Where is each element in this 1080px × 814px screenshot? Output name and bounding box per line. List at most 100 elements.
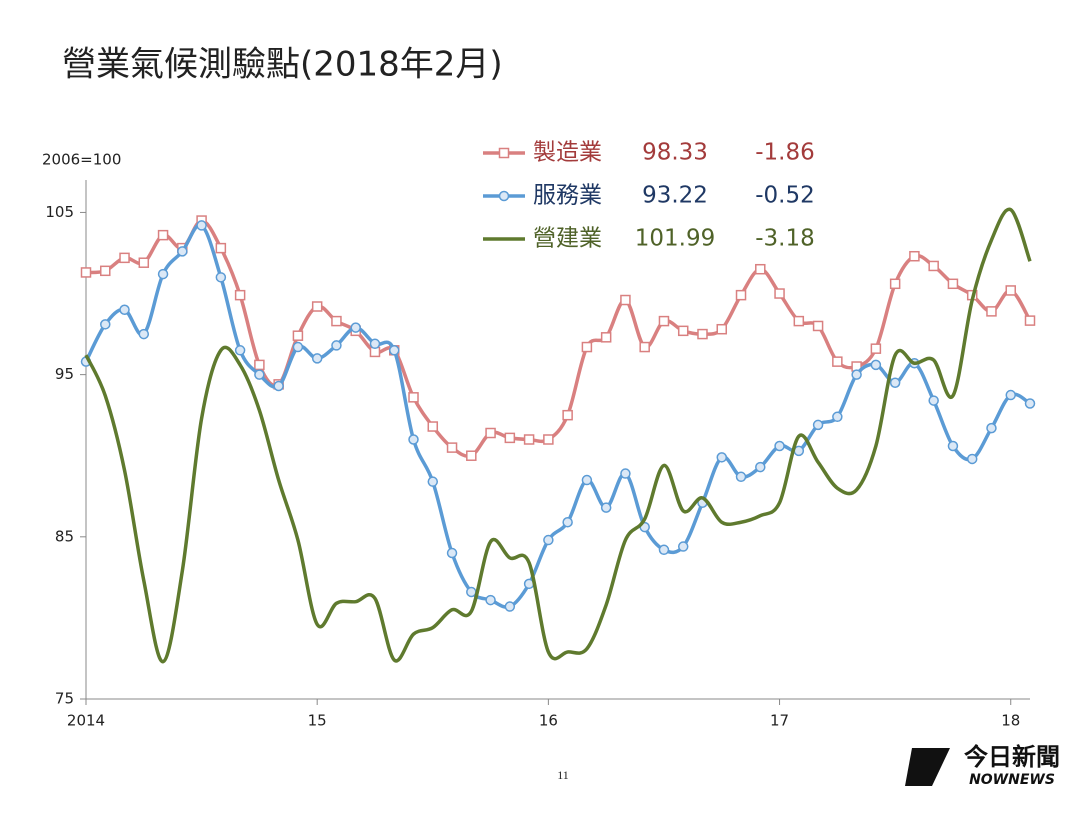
logo-icon xyxy=(905,748,950,786)
point-marker xyxy=(812,320,824,332)
point-marker xyxy=(986,306,997,317)
legend-label: 服務業 xyxy=(533,183,602,209)
series-line xyxy=(84,223,1031,609)
point-marker xyxy=(620,468,631,479)
point-marker xyxy=(581,474,593,486)
point-marker xyxy=(581,341,593,353)
point-marker xyxy=(562,516,573,528)
y-tick-label: 95 xyxy=(55,365,74,383)
series-line xyxy=(85,218,1032,459)
point-marker xyxy=(947,440,959,452)
point-marker xyxy=(658,544,670,556)
point-marker xyxy=(331,340,342,351)
point-marker xyxy=(735,471,747,483)
logo: 今日新聞 NOWNEWS xyxy=(905,743,1060,788)
point-marker xyxy=(369,338,381,350)
point-marker xyxy=(793,315,805,327)
point-marker xyxy=(543,434,554,445)
point-marker xyxy=(562,409,573,421)
point-marker xyxy=(292,341,304,353)
point-marker xyxy=(311,353,323,364)
point-marker xyxy=(774,440,785,452)
point-marker xyxy=(543,534,554,546)
point-marker xyxy=(273,380,284,392)
point-marker xyxy=(215,272,227,283)
x-tick-label: 2014 xyxy=(67,712,105,730)
legend-value: 101.99 xyxy=(635,226,715,252)
point-marker xyxy=(639,341,650,353)
point-marker xyxy=(677,541,689,552)
logo-name: 今日新聞 xyxy=(964,743,1060,771)
point-marker xyxy=(446,547,458,559)
point-marker xyxy=(658,315,670,327)
point-marker xyxy=(157,268,169,280)
point-marker xyxy=(119,252,130,264)
point-marker xyxy=(812,419,824,431)
legend-marker xyxy=(498,147,510,159)
point-marker xyxy=(408,392,419,403)
point-marker xyxy=(600,332,612,343)
point-marker xyxy=(870,359,882,371)
point-marker xyxy=(832,411,843,423)
point-marker xyxy=(755,263,766,275)
point-marker xyxy=(889,278,901,290)
point-marker xyxy=(80,267,92,278)
chart-title: 營業氣候測驗點(2018年2月) xyxy=(62,45,503,85)
point-marker xyxy=(1005,285,1016,296)
point-marker xyxy=(716,323,728,335)
point-marker xyxy=(928,260,939,272)
point-marker xyxy=(138,257,150,268)
point-marker xyxy=(292,330,304,341)
point-marker xyxy=(466,450,477,461)
point-marker xyxy=(466,586,477,598)
page-number: 11 xyxy=(557,768,569,782)
point-marker xyxy=(331,315,342,327)
point-marker xyxy=(697,328,708,340)
point-marker xyxy=(177,246,188,257)
point-marker xyxy=(504,601,516,612)
point-marker xyxy=(100,319,111,330)
legend-label: 製造業 xyxy=(533,140,602,166)
series-line xyxy=(84,207,1032,664)
point-marker xyxy=(485,427,496,439)
point-marker xyxy=(196,220,207,231)
legend-change: -0.52 xyxy=(755,183,815,209)
point-marker xyxy=(254,359,265,371)
x-tick-label: 15 xyxy=(308,712,327,730)
y-tick-label: 85 xyxy=(55,527,74,545)
point-marker xyxy=(1024,398,1036,409)
point-marker xyxy=(311,301,323,312)
legend-change: -3.18 xyxy=(755,226,815,252)
point-marker xyxy=(677,325,689,337)
x-tick-label: 18 xyxy=(1001,712,1020,730)
point-marker xyxy=(620,294,631,306)
y-unit: 2006=100 xyxy=(42,151,121,169)
legend-label: 營建業 xyxy=(533,226,602,252)
y-tick-label: 75 xyxy=(55,690,74,708)
legend-marker xyxy=(498,190,510,202)
legend-change: -1.86 xyxy=(755,140,815,166)
point-marker xyxy=(851,369,862,380)
point-marker xyxy=(234,345,246,356)
point-marker xyxy=(504,432,516,444)
point-marker xyxy=(100,265,111,277)
point-marker xyxy=(427,421,439,432)
legend-value: 98.33 xyxy=(642,140,708,166)
point-marker xyxy=(870,343,882,354)
point-marker xyxy=(119,304,130,315)
point-marker xyxy=(928,395,939,406)
point-marker xyxy=(986,422,997,434)
point-marker xyxy=(446,442,458,453)
point-marker xyxy=(600,502,612,513)
point-marker xyxy=(774,288,785,299)
point-marker xyxy=(1024,315,1036,326)
point-marker xyxy=(427,476,439,487)
point-marker xyxy=(388,345,400,356)
point-marker xyxy=(716,452,728,463)
point-marker xyxy=(138,328,150,340)
point-marker xyxy=(889,377,901,388)
point-marker xyxy=(909,250,920,262)
point-marker xyxy=(408,434,419,445)
x-tick-label: 17 xyxy=(770,712,789,730)
